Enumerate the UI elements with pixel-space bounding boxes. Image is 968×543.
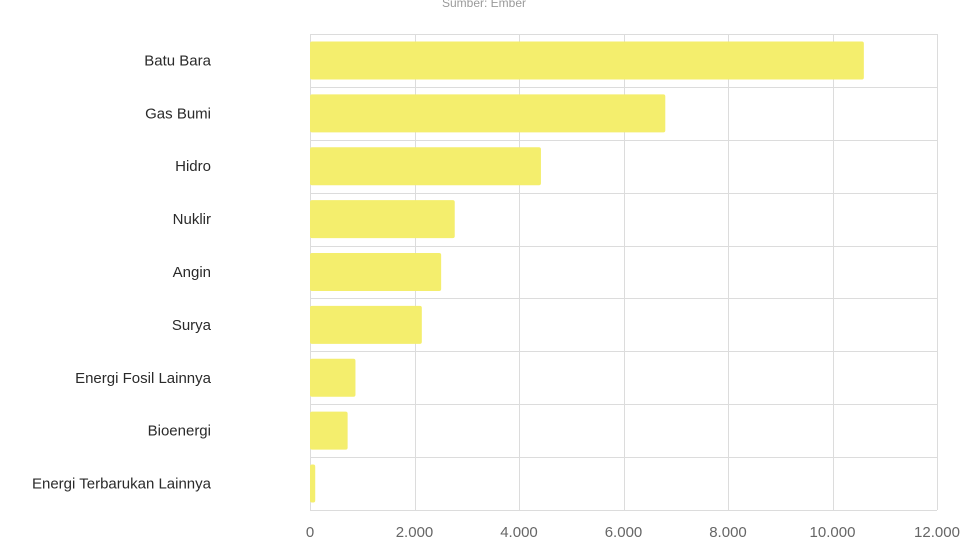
- chart-source: Sumber: Ember: [441, 0, 527, 10]
- x-tick-label: 4.000: [500, 524, 538, 541]
- x-tick-label: 6.000: [605, 524, 643, 541]
- bar: [310, 305, 422, 344]
- x-tick-label: 10.000: [810, 524, 856, 541]
- bars: [310, 41, 864, 503]
- category-label: Energi Terbarukan Lainnya: [32, 476, 212, 493]
- bar: [310, 94, 666, 133]
- x-tick-label: 12.000: [914, 524, 960, 541]
- category-label: Angin: [173, 264, 211, 281]
- bar: [310, 200, 455, 239]
- category-label: Gas Bumi: [145, 105, 211, 122]
- category-label: Energi Fosil Lainnya: [75, 370, 212, 387]
- x-tick-label: 8.000: [709, 524, 747, 541]
- x-tick-label: 2.000: [396, 524, 434, 541]
- bar: [310, 411, 348, 450]
- bar: [310, 41, 864, 80]
- bar: [310, 464, 316, 503]
- grid-lines: [310, 34, 938, 511]
- x-tick-label: 0: [306, 524, 314, 541]
- bar: [310, 253, 442, 291]
- category-label: Batu Bara: [144, 52, 211, 69]
- bar: [310, 358, 356, 397]
- category-label: Hidro: [175, 158, 211, 175]
- category-label: Surya: [172, 317, 212, 334]
- category-label: Nuklir: [173, 211, 211, 228]
- x-tick-labels: 0 2.000 4.000 6.000 8.000 10.000 12.000: [306, 524, 960, 541]
- bar: [310, 147, 541, 186]
- category-label: Bioenergi: [148, 423, 211, 440]
- category-labels: Batu Bara Gas Bumi Hidro Nuklir Angin Surya En…: [32, 52, 212, 492]
